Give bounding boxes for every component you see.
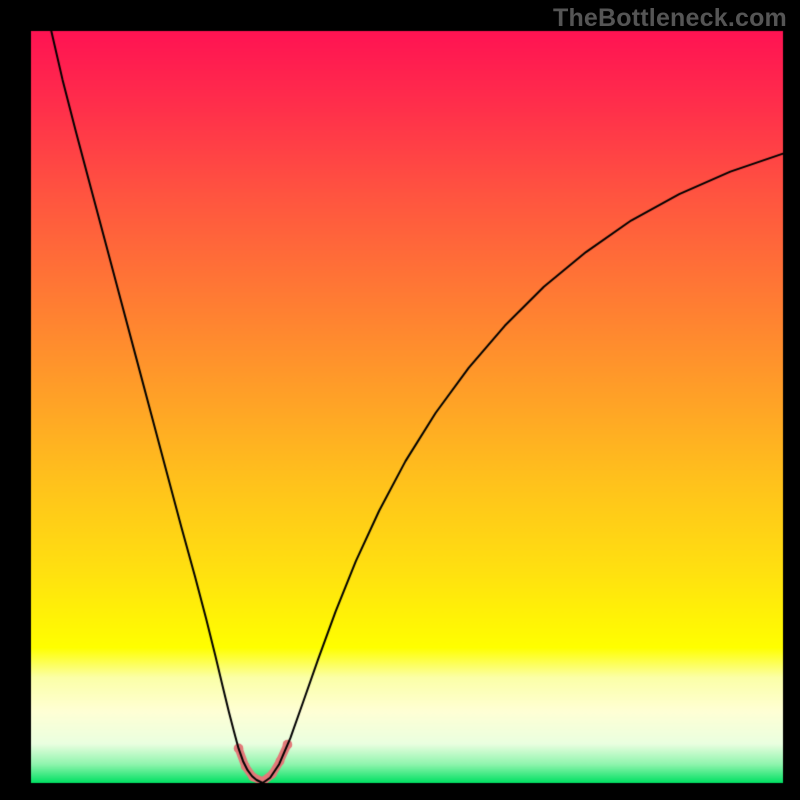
watermark-label: TheBottleneck.com [553,4,787,33]
chart-stage: TheBottleneck.com [0,0,800,800]
bottleneck-curve-chart [0,0,800,800]
